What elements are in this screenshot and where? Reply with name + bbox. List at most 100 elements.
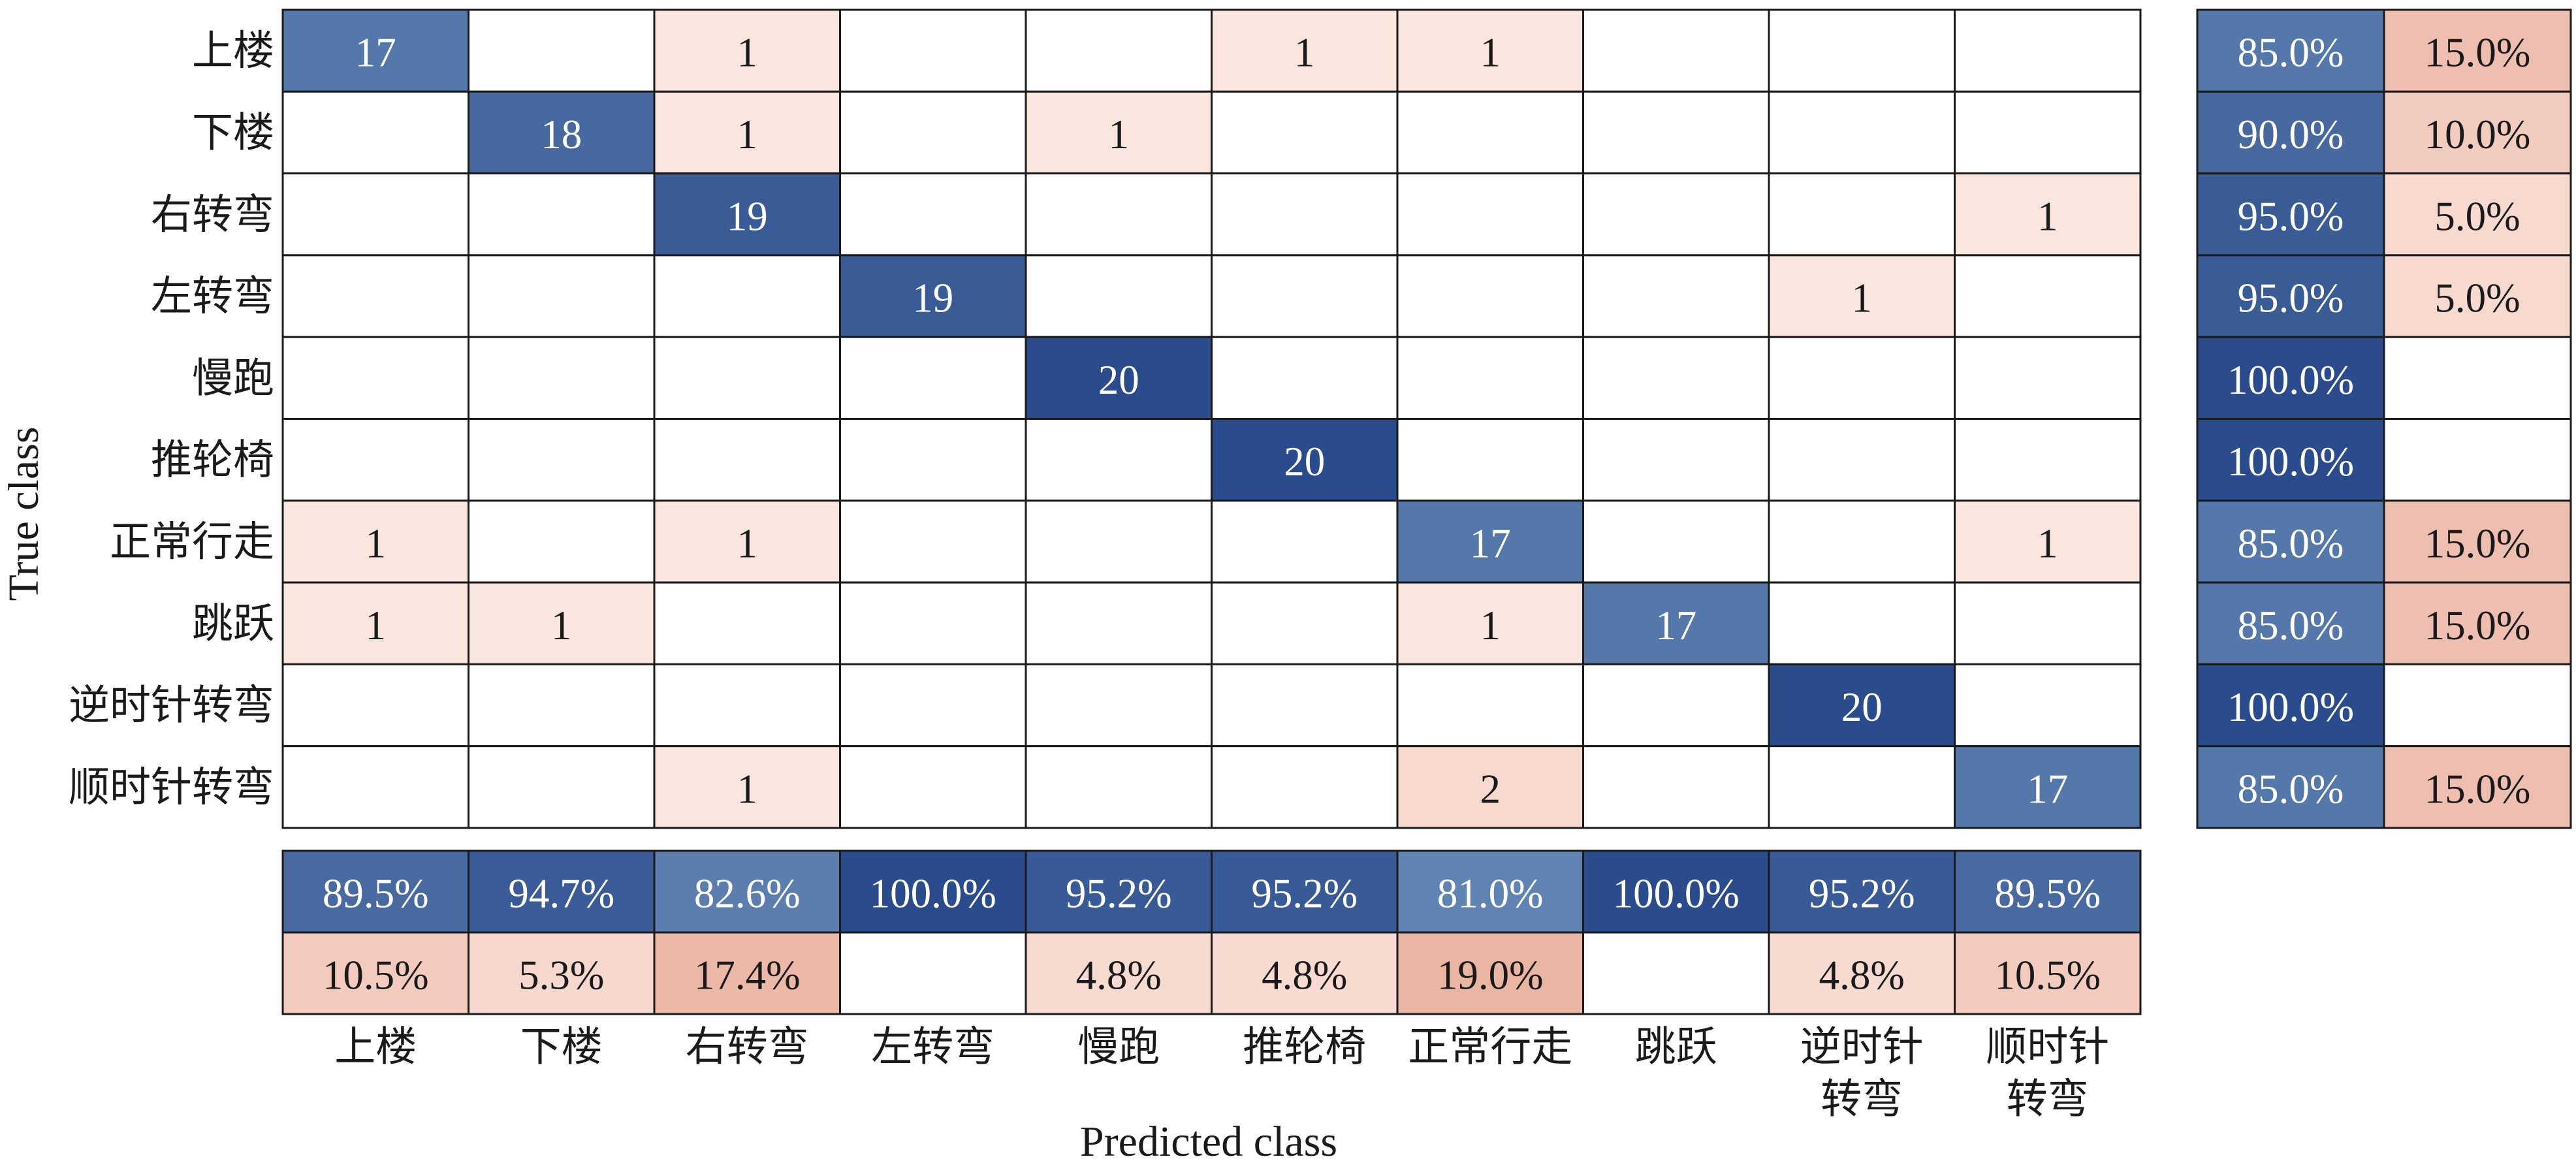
row-summary-error-value: 10.0% xyxy=(2425,112,2531,157)
column-summary-error-value: 10.5% xyxy=(1994,953,2101,998)
matrix-cell xyxy=(1025,418,1213,502)
matrix-cell xyxy=(1211,500,1399,584)
column-label: 正常行走 xyxy=(1408,1023,1572,1071)
column-summary-error-cell xyxy=(653,931,841,1015)
matrix-cell-value: 1 xyxy=(366,520,387,566)
column-summary-error-value: 19.0% xyxy=(1437,953,1544,998)
matrix-cell xyxy=(468,500,656,584)
matrix-cell-value: 1 xyxy=(1294,30,1315,76)
matrix-cell-value: 1 xyxy=(2037,520,2058,566)
row-summary-correct-cell xyxy=(2196,663,2385,748)
row-label: 左转弯 xyxy=(151,272,274,320)
matrix-cell xyxy=(1211,172,1399,257)
matrix-cell xyxy=(1582,254,1770,338)
matrix-cell xyxy=(281,254,469,338)
column-summary-error-value: 4.8% xyxy=(1819,953,1905,998)
row-summary-correct-value: 100.0% xyxy=(2227,439,2354,484)
column-label: 右转弯 xyxy=(686,1023,809,1071)
matrix-cell xyxy=(281,418,469,502)
matrix-cell xyxy=(1396,172,1584,257)
column-summary-correct-value: 95.2% xyxy=(1251,871,1358,917)
matrix-cell-value: 19 xyxy=(727,193,768,239)
row-summary-error-cell xyxy=(2383,663,2572,748)
x-axis-title: Predicted class xyxy=(1080,1118,1337,1159)
column-summary-correct-value: 94.7% xyxy=(508,871,614,917)
matrix-cell xyxy=(1025,581,1213,665)
row-summary-correct-value: 100.0% xyxy=(2227,684,2354,730)
row-summary-correct-value: 85.0% xyxy=(2238,766,2344,812)
matrix-cell-value: 1 xyxy=(737,520,758,566)
column-label: 转弯 xyxy=(1821,1075,1903,1123)
column-summary-correct-value: 95.2% xyxy=(1066,871,1172,917)
row-summary-correct-value: 85.0% xyxy=(2238,30,2344,76)
matrix-cell-value: 1 xyxy=(737,766,758,812)
matrix-cell xyxy=(468,418,656,502)
column-summary-cells: 89.5% 10.5% 94.7% 5.3% 82.6% 17.4% 100.0% 95.2%… xyxy=(281,849,2142,1015)
matrix-cell xyxy=(281,90,469,175)
matrix-cell xyxy=(468,336,656,421)
matrix-cell xyxy=(653,663,841,748)
matrix-cell xyxy=(1025,500,1213,584)
matrix-cell-value: 1 xyxy=(366,603,387,648)
matrix-cell xyxy=(839,8,1027,93)
matrix-cell xyxy=(1025,745,1213,829)
matrix-cell xyxy=(839,172,1027,257)
matrix-cell xyxy=(281,172,469,257)
matrix-cell xyxy=(839,663,1027,748)
matrix-cell xyxy=(1768,663,1956,748)
matrix-cell xyxy=(1396,663,1584,748)
matrix-cell xyxy=(1954,336,2142,421)
row-summary-error-cell xyxy=(2383,745,2572,829)
matrix-cell-value: 1 xyxy=(1480,30,1501,76)
matrix-cell xyxy=(1582,8,1770,93)
matrix-cell xyxy=(468,8,656,93)
matrix-cell xyxy=(1768,500,1956,584)
matrix-cell xyxy=(1954,418,2142,502)
matrix-cell xyxy=(281,336,469,421)
matrix-cell-value: 19 xyxy=(912,276,953,321)
matrix-cell xyxy=(1025,663,1213,748)
column-label: 下楼 xyxy=(520,1023,603,1071)
matrix-cell xyxy=(1211,581,1399,665)
row-summary-correct-value: 90.0% xyxy=(2238,112,2344,157)
column-summary-error-cell xyxy=(1582,931,1770,1015)
row-summary-error-value: 15.0% xyxy=(2425,30,2531,76)
matrix-cell xyxy=(1582,745,1770,829)
matrix-cell xyxy=(839,254,1027,338)
matrix-cell xyxy=(1768,172,1956,257)
row-label: 推轮椅 xyxy=(151,436,274,484)
matrix-cell-value: 17 xyxy=(1655,603,1696,648)
matrix-cell xyxy=(653,581,841,665)
matrix-cell xyxy=(653,8,841,93)
matrix-cell xyxy=(1768,418,1956,502)
column-label: 上楼 xyxy=(334,1023,417,1071)
row-summary-correct-cell xyxy=(2196,745,2385,829)
matrix-cell xyxy=(653,336,841,421)
matrix-cell xyxy=(1396,254,1584,338)
row-summary-error-value: 15.0% xyxy=(2425,766,2531,812)
matrix-cell xyxy=(1582,663,1770,748)
row-label: 慢跑 xyxy=(192,354,274,402)
matrix-cell xyxy=(1954,663,2142,748)
column-summary-correct-value: 81.0% xyxy=(1437,871,1544,917)
matrix-cell xyxy=(653,254,841,338)
column-summary-correct-cell xyxy=(1954,849,2142,934)
column-summary-error-cell xyxy=(1396,931,1584,1015)
column-summary-error-value: 4.8% xyxy=(1262,953,1347,998)
column-summary-correct-value: 100.0% xyxy=(870,871,996,917)
matrix-cell xyxy=(1582,172,1770,257)
matrix-cell-value: 20 xyxy=(1841,684,1883,730)
matrix-cell xyxy=(839,500,1027,584)
matrix-cell xyxy=(1768,336,1956,421)
matrix-cell xyxy=(1954,8,2142,93)
matrix-cell-value: 17 xyxy=(355,30,396,76)
matrix-cells: 17 1 1 1 18 1 1 19 1 19 1 20 20 1 1 17 1 1 1 1 17 20 1 2 17 xyxy=(281,8,2142,829)
column-summary-error-value: 4.8% xyxy=(1076,953,1162,998)
column-label: 推轮椅 xyxy=(1243,1023,1366,1071)
y-axis-title: True class xyxy=(0,426,48,601)
row-summary-error-cell xyxy=(2383,500,2572,584)
row-summary-error-cell xyxy=(2383,172,2572,257)
row-label: 上楼 xyxy=(192,27,274,74)
